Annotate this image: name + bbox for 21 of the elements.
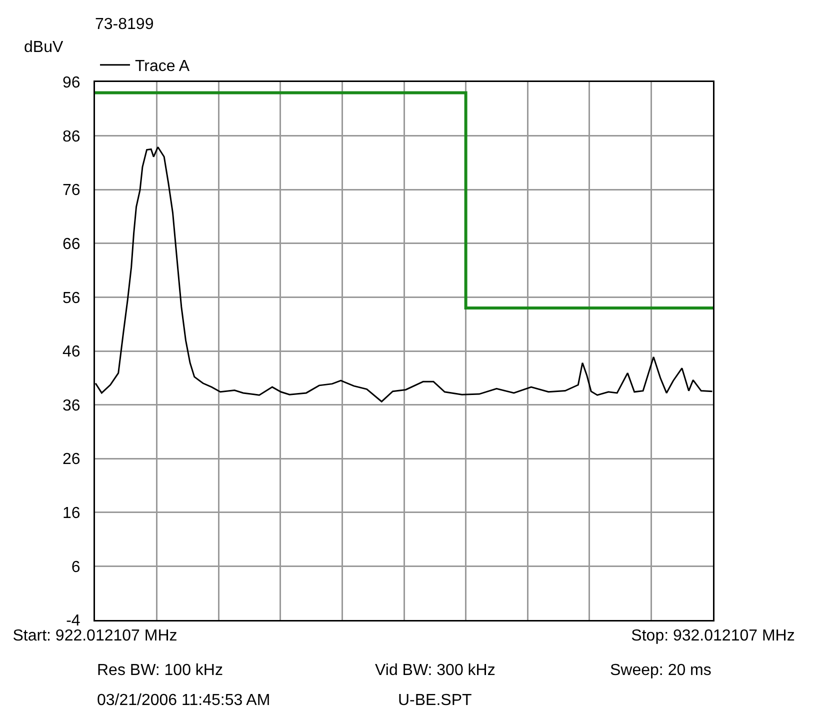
y-tick-label: 26 (62, 451, 80, 468)
y-tick-label: 56 (62, 290, 80, 307)
x-tick-label: Stop: 932.012107 MHz (631, 628, 795, 645)
chart-title: 73-8199 (95, 16, 154, 34)
text: U-BE.SPT (398, 692, 472, 709)
y-tick-label: 66 (62, 236, 80, 253)
y-tick-label: 76 (62, 182, 80, 200)
y-tick-label: 6 (71, 558, 80, 576)
text: Res BW: 100 kHz (97, 662, 223, 679)
text: Sweep: 20 ms (610, 662, 712, 679)
text: Vid BW: 300 kHz (375, 662, 496, 679)
x-tick-label: Start: 922.012107 MHz (12, 628, 178, 645)
legend-label: Trace A (135, 58, 190, 76)
y-tick-label: 36 (62, 397, 80, 414)
y-tick-label: -4 (66, 612, 80, 630)
y-tick-label: 46 (62, 344, 80, 361)
y-tick-label: 86 (62, 128, 80, 146)
y-axis-title: dBuV (24, 39, 64, 56)
y-tick-label: 16 (62, 505, 80, 522)
text: 03/21/2006 11:45:53 AM (97, 692, 270, 709)
y-tick-label: 96 (62, 74, 80, 92)
